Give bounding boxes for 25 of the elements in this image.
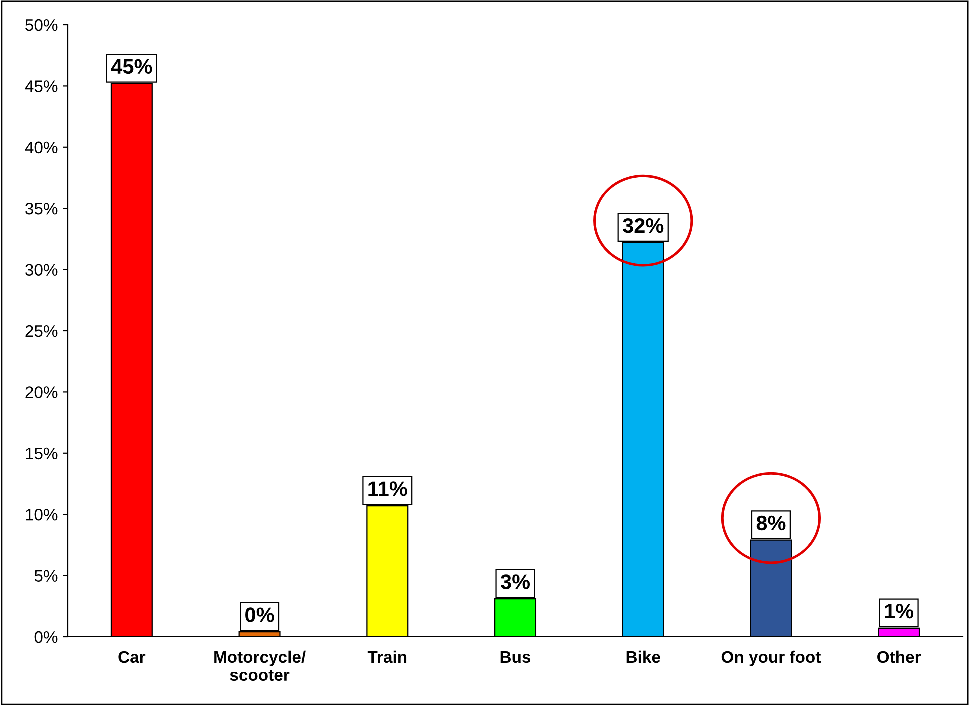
y-tick-label: 45% (25, 80, 58, 92)
x-tick-label: Bike (626, 650, 660, 664)
x-tick-label: Train (368, 650, 407, 664)
y-tick-label: 50% (26, 19, 58, 32)
data-label: 1% (885, 604, 914, 619)
data-label: 11% (368, 482, 408, 496)
y-tick-label: 35% (26, 203, 58, 215)
data-label: 3% (500, 574, 530, 590)
x-tick-label: Other (878, 650, 922, 664)
x-tick-label: Motorcycle/ scooter (214, 650, 306, 682)
data-label: 0% (246, 608, 274, 622)
y-tick-label: 15% (26, 448, 58, 460)
x-tick-label: Bus (500, 652, 531, 664)
y-tick-label: 10% (26, 509, 58, 521)
y-tick-label: 25% (26, 325, 58, 338)
y-tick-label: 30% (26, 264, 58, 276)
x-tick-label: Car (118, 651, 146, 664)
data-label: 45% (111, 59, 152, 74)
x-tick-label: On your foot (722, 650, 822, 666)
y-tick-label: 40% (25, 142, 58, 154)
data-label: 8% (756, 516, 786, 531)
y-tick-label: 5% (34, 570, 58, 582)
data-label: 32% (622, 218, 664, 234)
y-tick-label: 20% (26, 386, 58, 398)
y-tick-label: 0% (34, 631, 58, 644)
